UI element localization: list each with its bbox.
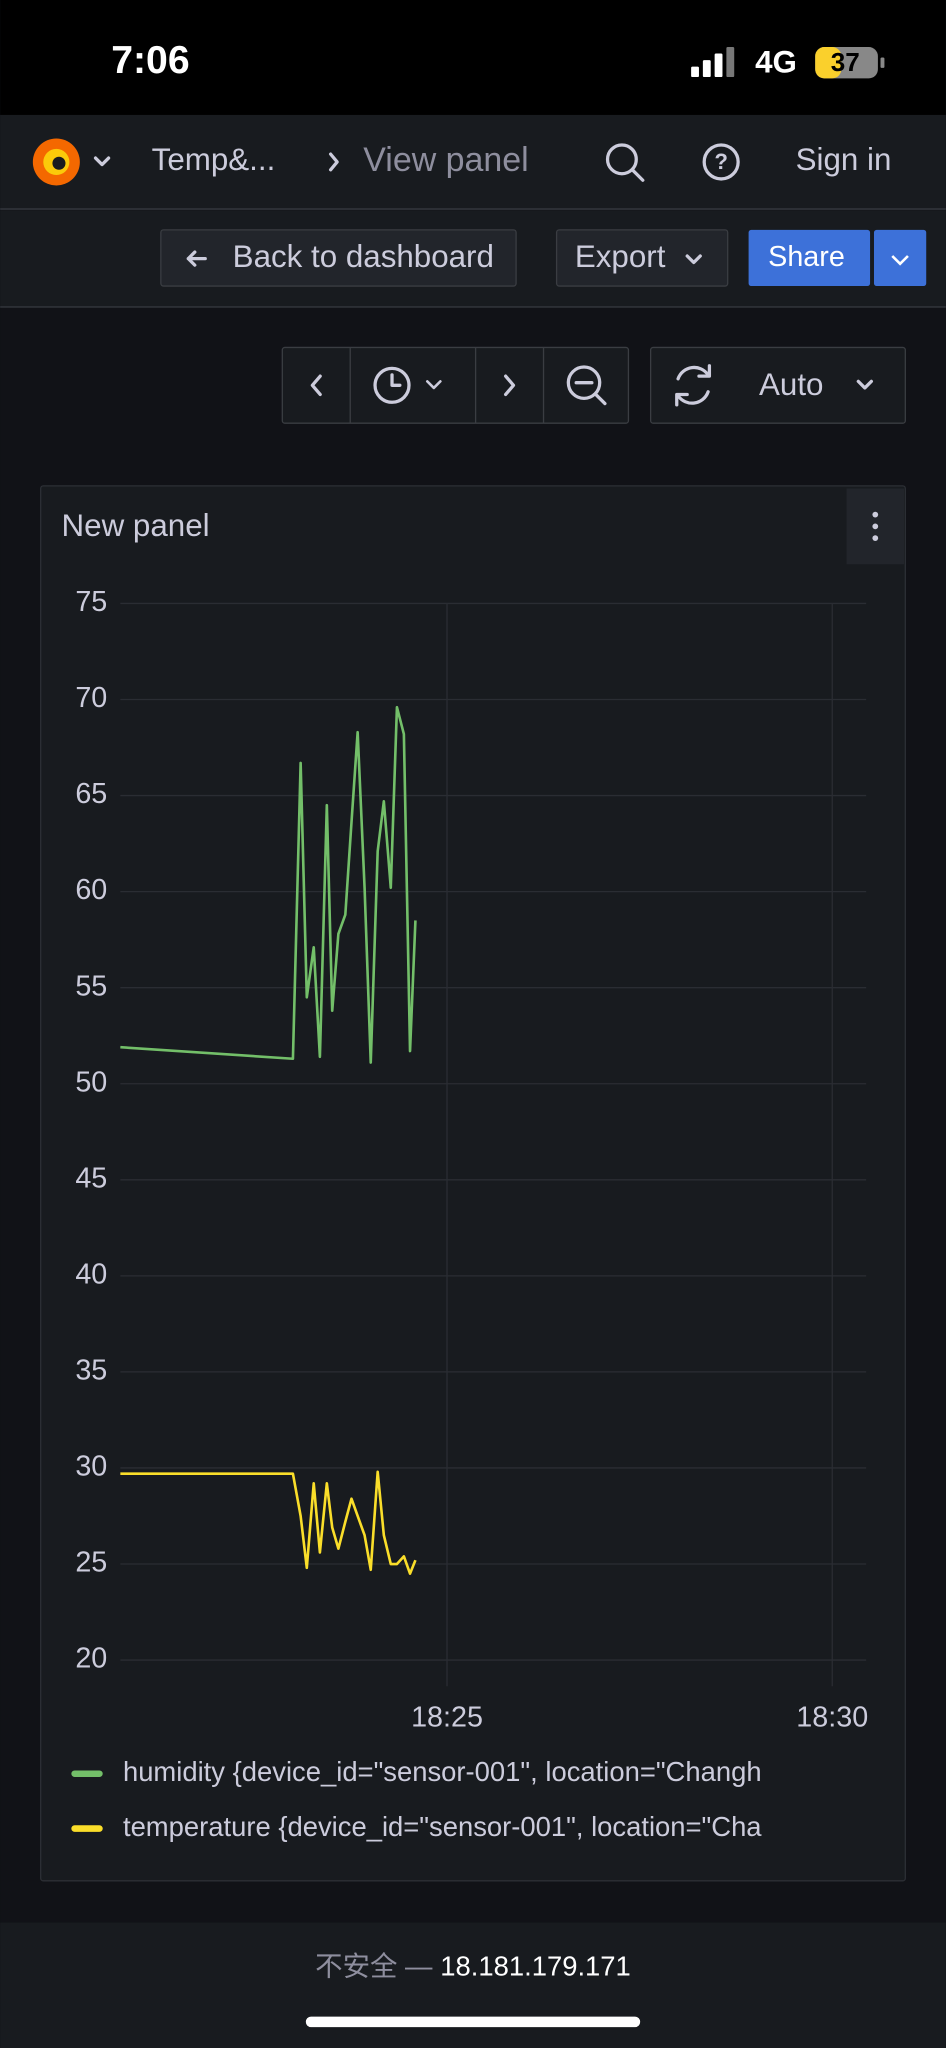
refresh-icon[interactable]	[675, 364, 712, 407]
menu-dots	[872, 511, 879, 541]
sign-in[interactable]: Sign in	[796, 142, 892, 177]
chevron	[891, 255, 909, 266]
share-dropdown[interactable]	[873, 229, 927, 287]
time-forward[interactable]	[504, 374, 516, 397]
y-tick-label: 25	[75, 1547, 107, 1579]
network: 4G	[755, 44, 797, 79]
time-back[interactable]	[310, 374, 322, 397]
zoom-out[interactable]	[566, 365, 607, 406]
browser-bar	[0, 1922, 946, 2048]
legend-label: humidity {device_id="sensor-001", locati…	[123, 1756, 762, 1787]
x-tick-label: 18:30	[796, 1701, 868, 1733]
legend-label: temperature {device_id="sensor-001", loc…	[123, 1811, 762, 1842]
export-button[interactable]	[555, 229, 729, 287]
breadcrumb-current: View panel	[363, 141, 528, 179]
chart: 20 25 30 35 40 45 50 55 60 65 70 75 18:25 18:30 humidi…	[71, 586, 868, 1842]
clock: 7:06	[111, 39, 189, 82]
address: 18.181.179.171	[440, 1951, 631, 1982]
chevron	[93, 156, 111, 167]
battery-icon	[815, 47, 885, 79]
svg-text:?: ?	[714, 149, 728, 174]
back-button[interactable]	[160, 229, 517, 287]
refresh-interval[interactable]: Auto	[759, 367, 823, 402]
nav-bar	[0, 114, 946, 209]
panel	[40, 485, 906, 1882]
y-tick-label: 40	[75, 1258, 107, 1290]
y-tick-label: 45	[75, 1162, 107, 1194]
y-tick-label: 75	[75, 586, 107, 618]
y-tick-label: 20	[75, 1643, 107, 1675]
y-tick-label: 55	[75, 970, 107, 1002]
export-label: Export	[575, 239, 666, 274]
y-tick-label: 60	[75, 874, 107, 906]
signal-icon	[691, 47, 735, 78]
url-bar: 不安全 —18.181.179.171	[315, 1951, 631, 1982]
security-label: 不安全 —	[315, 1951, 433, 1982]
search-icon[interactable]	[605, 143, 645, 182]
data-line	[120, 1470, 417, 1575]
x-tick-label: 18:25	[411, 1701, 483, 1733]
data-line	[120, 705, 417, 1064]
help-icon[interactable]: ?	[702, 143, 740, 181]
home-indicator	[305, 2016, 641, 2028]
share-label: Share	[768, 241, 845, 273]
y-tick-label: 35	[75, 1354, 107, 1386]
status-bar	[0, 0, 946, 115]
time-range[interactable]	[373, 366, 442, 404]
panel-title: New panel	[62, 508, 210, 543]
y-tick-label: 65	[75, 778, 107, 810]
back-label: Back to dashboard	[233, 239, 494, 274]
chevron	[856, 379, 873, 390]
arrow-left	[186, 250, 207, 267]
breadcrumb-separator	[328, 152, 339, 172]
chevron	[685, 254, 702, 265]
y-tick-label: 50	[75, 1066, 107, 1098]
battery-level: 37	[831, 47, 860, 77]
share-button[interactable]	[748, 229, 871, 287]
breadcrumb[interactable]: Temp&...	[152, 142, 276, 177]
y-tick-label: 70	[75, 682, 107, 714]
time-picker	[281, 346, 630, 424]
grafana-logo[interactable]	[32, 138, 80, 186]
refresh-picker	[649, 346, 906, 424]
y-tick-label: 30	[75, 1451, 107, 1483]
